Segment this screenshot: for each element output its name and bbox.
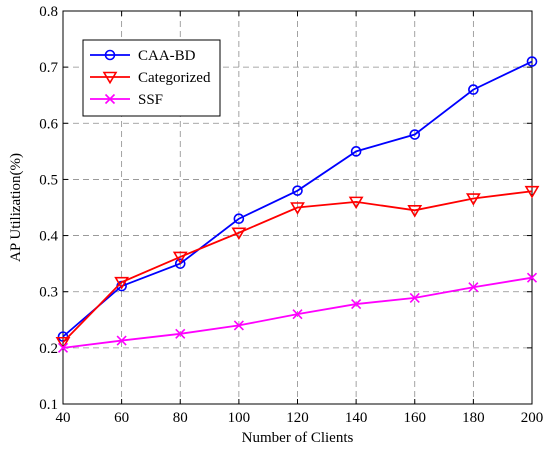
data-point-caa-bd — [526, 56, 538, 67]
data-point-categorized — [55, 336, 71, 350]
data-point-categorized — [172, 251, 188, 265]
data-point-caa-bd — [233, 213, 245, 225]
data-point-categorized — [407, 205, 423, 218]
data-point-categorized — [348, 196, 364, 210]
legend-item-ssf: SSF — [90, 92, 163, 108]
data-point-caa-bd — [174, 258, 186, 269]
y-tick-label: 0.8 — [39, 4, 58, 20]
grid-lines — [63, 11, 532, 404]
x-tick-label: 160 — [404, 410, 427, 426]
data-point-ssf — [409, 292, 420, 303]
y-tick-label: 0.7 — [39, 60, 58, 76]
data-point-caa-bd — [292, 185, 303, 196]
y-tick-label: 0.3 — [39, 285, 58, 301]
series-line-categorized — [62, 190, 533, 343]
x-tick-label: 80 — [173, 410, 188, 426]
series-line-caa-bd — [62, 60, 533, 338]
legend-label: Categorized — [138, 70, 211, 86]
x-tick-label: 140 — [345, 410, 368, 426]
legend-item-caa-bd: CAA-BD — [90, 48, 196, 64]
x-axis-title: Number of Clients — [242, 430, 354, 446]
x-tick-label: 60 — [114, 410, 129, 426]
data-point-ssf — [468, 282, 479, 293]
legend-label: CAA-BD — [138, 48, 196, 64]
series-group — [55, 56, 540, 353]
data-point-ssf — [526, 272, 538, 283]
y-tick-label: 0.6 — [39, 116, 58, 132]
data-point-caa-bd — [409, 129, 421, 140]
y-tick-label: 0.2 — [39, 341, 58, 357]
series-categorized — [55, 185, 540, 350]
y-tick-label: 0.5 — [39, 172, 58, 188]
x-tick-label: 200 — [521, 410, 544, 426]
data-point-categorized — [465, 193, 481, 206]
x-tick-label: 100 — [228, 410, 251, 426]
data-point-categorized — [290, 202, 305, 215]
y-axis-title: AP Utilization(%) — [8, 153, 24, 262]
data-point-ssf — [116, 335, 127, 346]
data-point-ssf — [233, 320, 244, 331]
data-point-ssf — [175, 328, 186, 339]
series-ssf — [57, 272, 538, 353]
data-point-caa-bd — [468, 84, 479, 95]
legend-label: SSF — [138, 92, 163, 108]
data-point-ssf — [351, 299, 362, 310]
data-point-ssf — [57, 342, 69, 353]
y-tick-label: 0.4 — [39, 229, 58, 245]
x-tick-label: 120 — [286, 410, 309, 426]
legend: CAA-BD Categorized SSF — [82, 39, 221, 117]
x-tick-label: 180 — [462, 410, 485, 426]
legend-marker — [104, 49, 116, 61]
data-point-ssf — [292, 309, 303, 320]
legend-marker — [104, 93, 116, 105]
legend-marker — [102, 71, 118, 85]
data-point-categorized — [231, 227, 247, 241]
y-tick-label: 0.1 — [39, 397, 58, 413]
x-tick-label: 40 — [56, 410, 71, 426]
data-point-caa-bd — [350, 146, 362, 157]
data-point-categorized — [114, 276, 130, 290]
legend-item-categorized: Categorized — [90, 70, 211, 86]
axis-ticks: 40 60 80 100 120 140 160 180 200 0.1 0.2 0.3 0.4 0.5 0… — [39, 4, 543, 426]
data-point-categorized — [524, 185, 540, 199]
